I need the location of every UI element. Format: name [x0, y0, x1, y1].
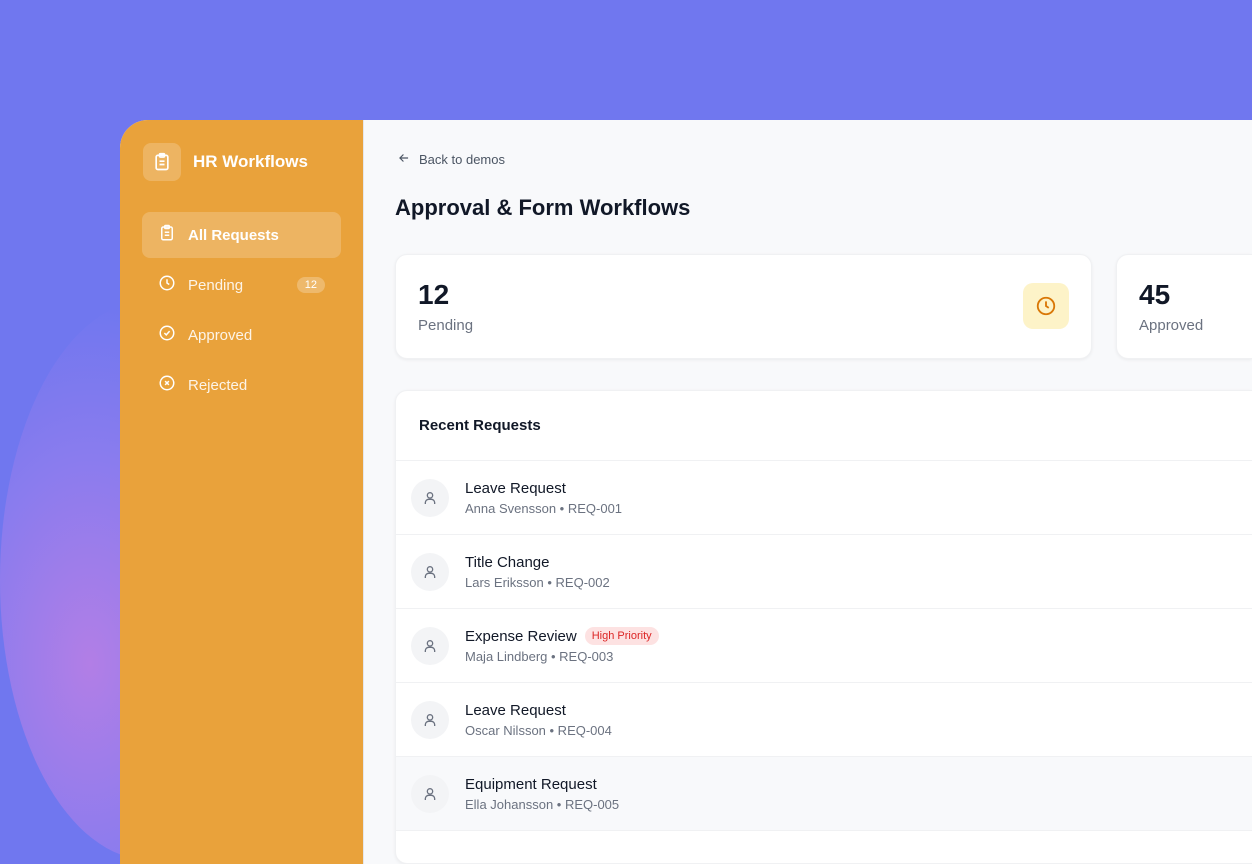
app-window: HR Workflows All Requests Pending 12 App… [120, 120, 1252, 864]
stat-value: 45 [1139, 279, 1171, 310]
request-title: Leave Request [465, 701, 566, 719]
request-meta: Lars Eriksson • REQ-002 [465, 574, 610, 590]
recent-requests-card: Recent Requests Leave Request Anna Svens… [395, 390, 1252, 864]
sidebar-item-label: Pending [188, 276, 244, 294]
sidebar-item-label: All Requests [188, 226, 279, 244]
request-meta: Oscar Nilsson • REQ-004 [465, 722, 612, 738]
user-icon [411, 478, 449, 517]
sidebar: HR Workflows All Requests Pending 12 App… [120, 120, 364, 864]
request-meta: Anna Svensson • REQ-001 [465, 500, 623, 516]
user-icon [411, 552, 449, 591]
sidebar-item-approved[interactable]: Approved [142, 312, 341, 358]
clock-icon [1023, 283, 1069, 329]
request-title: Leave Request [465, 479, 566, 497]
clipboard-icon [158, 224, 176, 246]
request-meta: Maja Lindberg • REQ-003 [465, 649, 614, 664]
stat-card-approved: 45 Approved [1116, 254, 1252, 359]
request-title: Title Change [465, 553, 550, 571]
priority-badge: High Priority [584, 627, 659, 645]
sidebar-item-rejected[interactable]: Rejected [142, 362, 341, 408]
brand: HR Workflows [143, 142, 341, 182]
stat-card-pending: 12 Pending [395, 254, 1092, 359]
sidebar-item-label: Rejected [188, 376, 248, 394]
clipboard-icon [143, 143, 181, 181]
request-row[interactable]: Leave Request Anna Svensson • REQ-001 [396, 461, 1252, 535]
request-row[interactable]: Equipment Request Ella Johansson • REQ-0… [396, 757, 1252, 831]
brand-title: HR Workflows [193, 152, 308, 171]
stat-label: Approved [1139, 317, 1204, 334]
stat-label: Pending [418, 317, 474, 334]
request-title: Expense Review [465, 627, 577, 645]
request-title: Equipment Request [465, 775, 597, 793]
arrow-left-icon [397, 151, 411, 168]
request-row[interactable]: Leave Request Oscar Nilsson • REQ-004 [396, 683, 1252, 757]
user-icon [411, 626, 449, 665]
back-link[interactable]: Back to demos [397, 151, 505, 168]
back-link-label: Back to demos [419, 152, 505, 167]
list-title: Recent Requests [396, 391, 1252, 461]
clock-icon [158, 274, 176, 296]
check-circle-icon [158, 324, 176, 346]
request-meta: Ella Johansson • REQ-005 [465, 796, 620, 812]
pending-count-badge: 12 [296, 277, 325, 293]
sidebar-nav: All Requests Pending 12 Approved Rejecte… [142, 212, 341, 408]
main-content: Back to demos Approval & Form Workflows … [364, 120, 1252, 864]
user-icon [411, 774, 449, 813]
stat-value: 12 [418, 279, 450, 310]
page-title: Approval & Form Workflows [395, 195, 691, 220]
request-row[interactable]: Expense Review High Priority Maja Lindber… [396, 609, 1252, 683]
sidebar-item-label: Approved [188, 326, 253, 344]
request-row[interactable]: Title Change Lars Eriksson • REQ-002 [396, 535, 1252, 609]
x-circle-icon [158, 374, 176, 396]
sidebar-item-pending[interactable]: Pending 12 [142, 262, 341, 308]
user-icon [411, 700, 449, 739]
sidebar-item-all-requests[interactable]: All Requests [142, 212, 341, 258]
